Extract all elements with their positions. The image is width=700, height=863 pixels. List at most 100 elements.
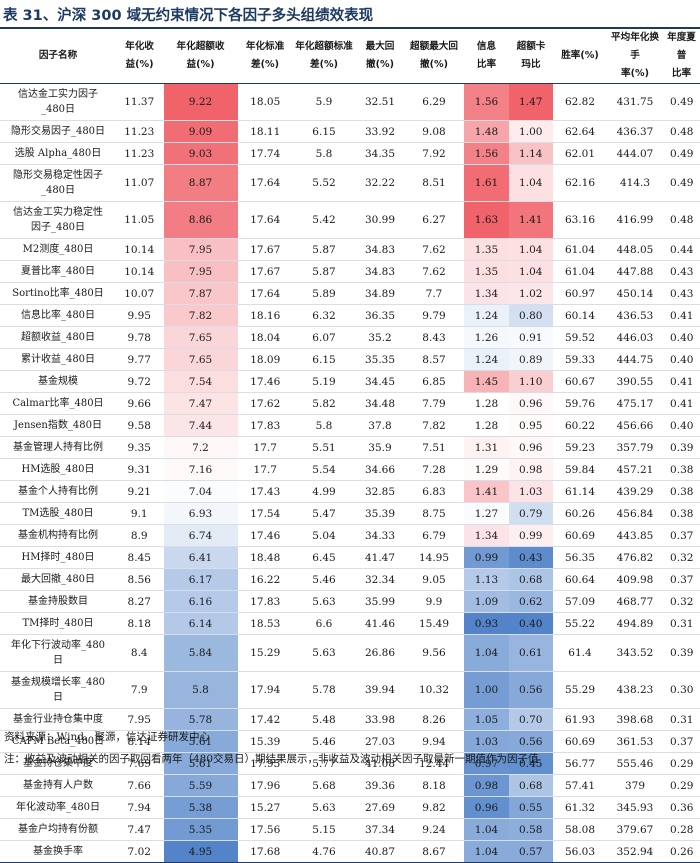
annual-return-cell: 11.23 (116, 142, 163, 165)
annual-std-cell: 17.42 (238, 708, 292, 731)
table-row: 年化下行波动率_480 日 8.4 5.84 15.29 5.63 26.86 9.56 1.0… (0, 634, 700, 672)
information-ratio-cell: 1.04 (464, 818, 509, 841)
excess-calmar-ratio-cell: 0.40 (509, 612, 553, 635)
information-ratio-cell: 1.05 (464, 708, 509, 731)
annual-excess-std-cell: 6.32 (292, 304, 356, 327)
annual-sharpe-ratio-cell: 0.37 (663, 568, 700, 591)
annual-excess-std-cell: 5.63 (292, 634, 356, 672)
annual-sharpe-ratio-cell: 0.41 (663, 392, 700, 415)
annual-sharpe-ratio-cell: 0.38 (663, 502, 700, 525)
win-rate-cell: 60.14 (552, 304, 608, 327)
text-line: 基金持仓集中度 (23, 758, 93, 769)
excess-calmar-ratio-cell: 0.70 (509, 708, 553, 731)
win-rate-cell: 58.08 (552, 818, 608, 841)
excess-max-drawdown-cell: 8.43 (404, 326, 464, 349)
annual-excess-return-cell: 7.47 (162, 392, 239, 415)
annual-std-cell: 17.43 (238, 480, 292, 503)
annual-return-cell: 9.66 (116, 392, 163, 415)
information-ratio-cell: 1.09 (464, 590, 509, 613)
annual-sharpe-ratio-cell: 0.37 (663, 524, 700, 547)
factor-name-cell: Sortino比率_480日 (0, 282, 116, 305)
information-ratio-cell: 0.99 (464, 546, 509, 569)
footnote: 注：收益及波动相关的因子取回看两年（480交易日）期结果展示，非收益及波动相关因… (4, 753, 539, 765)
table-row: 信达金工实力稳定性 因子_480日 11.05 8.86 17.64 5.42 30.99 6… (0, 201, 700, 239)
excess-max-drawdown-cell: 12.44 (404, 752, 464, 775)
avg-annual-turnover-cell: 446.03 (606, 326, 664, 349)
excess-calmar-ratio-cell: 0.68 (509, 568, 553, 591)
text-line: 超额卡 (516, 41, 546, 52)
factor-name-cell: Jensen指数_480日 (0, 414, 116, 437)
annual-excess-std-cell: 4.99 (292, 480, 356, 503)
annual-return-cell: 9.77 (116, 348, 163, 371)
annual-return-cell: 7.66 (116, 774, 163, 797)
factor-name-cell: 累计收益_480日 (0, 348, 116, 371)
factor-name-cell: 基金规模 (0, 370, 116, 393)
annual-return-cell: 8.9 (116, 524, 163, 547)
table-row: 基金管理人持有比例 9.35 7.2 17.7 5.51 35.9 7.51 1.31 0.96… (0, 436, 700, 459)
text-line: 基金规模增长率_480 (10, 677, 106, 688)
avg-annual-turnover-cell: 379.67 (606, 818, 664, 841)
max-drawdown-cell: 40.87 (356, 840, 404, 863)
annual-return-cell: 11.37 (116, 83, 163, 121)
annual-excess-return-cell: 7.04 (162, 480, 239, 503)
excess-calmar-ratio-cell: 0.96 (509, 436, 553, 459)
annual-sharpe-ratio-cell: 0.32 (663, 590, 700, 613)
text-line: 年化下行波动率_480 (10, 640, 106, 651)
win-rate-cell: 56.77 (552, 752, 608, 775)
annual-excess-std-cell: 6.6 (292, 612, 356, 635)
annual-excess-std-cell: 5.46 (292, 730, 356, 753)
annual-return-cell: 9.1 (116, 502, 163, 525)
avg-annual-turnover-cell: 476.82 (606, 546, 664, 569)
information-ratio-cell: 1.61 (464, 164, 509, 202)
annual-sharpe-ratio-cell: 0.40 (663, 326, 700, 349)
annual-return-cell: 7.9 (116, 671, 163, 709)
avg-annual-turnover-cell: 398.68 (606, 708, 664, 731)
annual-excess-std-cell: 5.82 (292, 392, 356, 415)
annual-sharpe-ratio-cell: 0.44 (663, 238, 700, 261)
annual-return-cell: 9.58 (116, 414, 163, 437)
max-drawdown-cell: 32.85 (356, 480, 404, 503)
text-line: 日 (53, 655, 63, 666)
win-rate-cell: 61.14 (552, 480, 608, 503)
information-ratio-cell: 1.56 (464, 142, 509, 165)
annual-excess-return-cell: 6.74 (162, 524, 239, 547)
avg-annual-turnover-cell: 444.75 (606, 348, 664, 371)
win-rate-cell: 55.29 (552, 671, 608, 709)
avg-annual-turnover-cell: 443.85 (606, 524, 664, 547)
excess-max-drawdown-cell: 8.51 (404, 164, 464, 202)
annual-return-cell: 10.07 (116, 282, 163, 305)
excess-max-drawdown-cell: 6.29 (404, 83, 464, 121)
annual-std-cell: 15.27 (238, 796, 292, 819)
win-rate-cell: 62.82 (552, 83, 608, 121)
text-line: 年化标准 (245, 41, 285, 52)
excess-max-drawdown-cell: 9.79 (404, 304, 464, 327)
text-line: 比率 (476, 59, 497, 70)
information-ratio-cell: 1.24 (464, 304, 509, 327)
excess-calmar-ratio-cell: 0.56 (509, 671, 553, 709)
text-line: 超额最大回 (410, 41, 458, 52)
header-information-ratio: 信息 比率 (464, 29, 509, 84)
annual-std-cell: 17.64 (238, 201, 292, 239)
win-rate-cell: 60.26 (552, 502, 608, 525)
max-drawdown-cell: 30.99 (356, 201, 404, 239)
annual-excess-std-cell: 5.51 (292, 436, 356, 459)
table-row: 基金持股数目 8.27 6.16 17.83 5.63 35.99 9.9 1.09 0.62 5… (0, 590, 700, 613)
win-rate-cell: 63.16 (552, 201, 608, 239)
excess-max-drawdown-cell: 7.51 (404, 436, 464, 459)
annual-excess-std-cell: 6.07 (292, 326, 356, 349)
annual-std-cell: 17.56 (238, 818, 292, 841)
win-rate-cell: 55.22 (552, 612, 608, 635)
max-drawdown-cell: 34.33 (356, 524, 404, 547)
factor-name-cell: 基金持有人户数 (0, 774, 116, 797)
annual-sharpe-ratio-cell: 0.49 (663, 83, 700, 121)
excess-calmar-ratio-cell: 0.68 (509, 774, 553, 797)
excess-calmar-ratio-cell: 0.58 (509, 818, 553, 841)
excess-calmar-ratio-cell: 0.45 (509, 752, 553, 775)
excess-max-drawdown-cell: 6.85 (404, 370, 464, 393)
annual-excess-return-cell: 7.54 (162, 370, 239, 393)
annual-excess-std-cell: 5.68 (292, 774, 356, 797)
text-line: 年化收 (125, 41, 154, 52)
win-rate-cell: 59.84 (552, 458, 608, 481)
table-row: 基金行业持仓集中度 7.95 5.78 17.42 5.48 33.98 8.26 1.05 0… (0, 708, 700, 731)
information-ratio-cell: 1.34 (464, 524, 509, 547)
